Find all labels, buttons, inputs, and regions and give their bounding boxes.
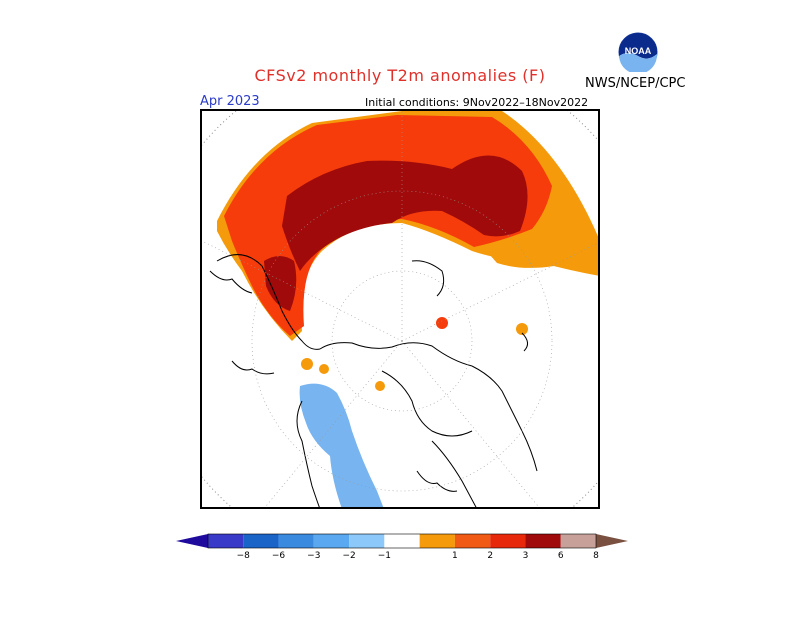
colorbar-swatch [208, 534, 244, 548]
anomaly-map [200, 109, 600, 509]
colorbar-tick-label: −8 [237, 551, 251, 561]
cold-anomaly-region [299, 383, 384, 507]
warm-anomaly-region-3-6 [282, 155, 528, 271]
color-legend: −8 −6 −3 −2 −1 1 2 3 6 8 [172, 530, 632, 570]
colorbar-tick-label: 6 [558, 551, 564, 561]
map-title: CFSv2 monthly T2m anomalies (F) [254, 66, 546, 85]
colorbar-swatch [525, 534, 561, 548]
colorbar-swatch [560, 534, 596, 548]
colorbar-tick-label: 3 [523, 551, 529, 561]
colorbar-swatch [384, 534, 420, 548]
colorbar-tick-label: −6 [272, 551, 286, 561]
colorbar-arrow-high [596, 534, 628, 548]
colorbar-swatch [349, 534, 385, 548]
colorbar-swatch [419, 534, 455, 548]
colorbar-tick-label: 2 [487, 551, 493, 561]
colorbar-swatch [243, 534, 279, 548]
colorbar-tick-label: −2 [342, 551, 355, 561]
colorbar-tick-label: 1 [452, 551, 458, 561]
colorbar-swatch [454, 534, 491, 548]
colorbar-arrow-low [176, 534, 208, 548]
colorbar-tick-label: −3 [307, 551, 320, 561]
noaa-logo-text: NOAA [625, 46, 652, 56]
forecast-period: Apr 2023 [200, 94, 260, 109]
colorbar-tick-label: 8 [593, 551, 599, 561]
colorbar-swatch [490, 534, 526, 548]
initial-conditions: Initial conditions: 9Nov2022–18Nov2022 [365, 96, 589, 109]
colorbar-swatch [278, 534, 314, 548]
noaa-logo: NOAA [618, 32, 658, 75]
colorbar-swatch [313, 534, 350, 548]
colorbar-tick-label: −1 [378, 551, 391, 561]
organization-label: NWS/NCEP/CPC [585, 76, 686, 91]
